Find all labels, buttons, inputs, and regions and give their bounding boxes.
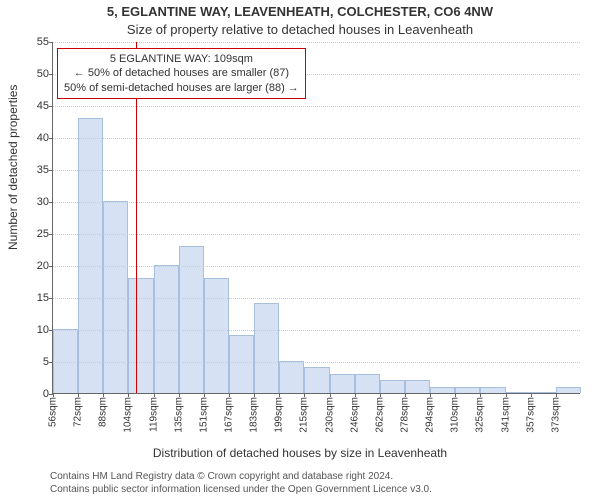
histogram-bar xyxy=(430,387,455,393)
histogram-bar xyxy=(330,374,355,393)
gridline xyxy=(53,106,580,107)
y-tick-mark xyxy=(49,106,53,107)
x-tick-label: 183sqm xyxy=(249,397,260,433)
gridline xyxy=(53,42,580,43)
x-tick-label: 88sqm xyxy=(98,397,109,427)
histogram-bar xyxy=(380,380,405,393)
y-tick-mark xyxy=(49,362,53,363)
y-tick-mark xyxy=(49,234,53,235)
x-tick-label: 56sqm xyxy=(48,397,59,427)
x-tick-label: 199sqm xyxy=(274,397,285,433)
x-tick-label: 246sqm xyxy=(349,397,360,433)
gridline xyxy=(53,170,580,171)
histogram-bar xyxy=(204,278,229,393)
x-tick-label: 310sqm xyxy=(450,397,461,433)
histogram-bar xyxy=(355,374,380,393)
histogram-bar xyxy=(455,387,480,393)
x-tick-label: 341sqm xyxy=(500,397,511,433)
footer-line-1: Contains HM Land Registry data © Crown c… xyxy=(50,471,590,484)
y-tick-label: 45 xyxy=(37,100,49,112)
x-tick-label: 104sqm xyxy=(123,397,134,433)
chart-footer: Contains HM Land Registry data © Crown c… xyxy=(50,471,590,496)
x-tick-label: 262sqm xyxy=(374,397,385,433)
gridline xyxy=(53,202,580,203)
x-tick-label: 119sqm xyxy=(148,397,159,432)
annotation-line: 50% of semi-detached houses are larger (… xyxy=(64,81,299,95)
gridline xyxy=(53,362,580,363)
y-axis-label: Number of detached properties xyxy=(6,85,20,250)
y-tick-mark xyxy=(49,42,53,43)
x-tick-label: 357sqm xyxy=(525,397,536,433)
y-tick-label: 30 xyxy=(37,196,49,208)
gridline xyxy=(53,298,580,299)
histogram-bar xyxy=(229,335,254,393)
x-tick-label: 278sqm xyxy=(400,397,411,433)
y-tick-mark xyxy=(49,266,53,267)
y-tick-label: 20 xyxy=(37,260,49,272)
annotation-box: 5 EGLANTINE WAY: 109sqm← 50% of detached… xyxy=(57,48,306,99)
x-axis-label: Distribution of detached houses by size … xyxy=(0,446,600,460)
histogram-bar xyxy=(103,201,128,393)
histogram-bar xyxy=(78,118,103,393)
y-tick-label: 40 xyxy=(37,132,49,144)
y-tick-label: 25 xyxy=(37,228,49,240)
histogram-bar xyxy=(154,265,179,393)
x-tick-label: 294sqm xyxy=(425,397,436,433)
y-tick-mark xyxy=(49,170,53,171)
gridline xyxy=(53,234,580,235)
histogram-bar xyxy=(506,392,531,393)
histogram-bar xyxy=(556,387,581,393)
y-tick-mark xyxy=(49,138,53,139)
histogram-bar xyxy=(128,278,153,393)
y-tick-mark xyxy=(49,202,53,203)
gridline xyxy=(53,330,580,331)
histogram-bar xyxy=(480,387,505,393)
histogram-bar xyxy=(405,380,430,393)
y-tick-mark xyxy=(49,298,53,299)
chart-title-main: 5, EGLANTINE WAY, LEAVENHEATH, COLCHESTE… xyxy=(0,4,600,19)
x-tick-label: 72sqm xyxy=(73,397,84,427)
x-tick-label: 325sqm xyxy=(475,397,486,433)
y-tick-label: 50 xyxy=(37,68,49,80)
gridline xyxy=(53,266,580,267)
annotation-line: 5 EGLANTINE WAY: 109sqm xyxy=(64,52,299,66)
y-tick-mark xyxy=(49,330,53,331)
histogram-bar xyxy=(279,361,304,393)
y-tick-label: 55 xyxy=(37,36,49,48)
x-tick-label: 230sqm xyxy=(324,397,335,433)
footer-line-2: Contains public sector information licen… xyxy=(50,484,590,497)
histogram-bar xyxy=(179,246,204,393)
gridline xyxy=(53,138,580,139)
y-tick-label: 10 xyxy=(37,324,49,336)
histogram-bar xyxy=(304,367,329,393)
chart-title-sub: Size of property relative to detached ho… xyxy=(0,22,600,37)
histogram-bar xyxy=(53,329,78,393)
x-tick-label: 215sqm xyxy=(299,397,310,433)
y-tick-label: 35 xyxy=(37,164,49,176)
y-tick-mark xyxy=(49,74,53,75)
annotation-line: ← 50% of detached houses are smaller (87… xyxy=(64,66,299,80)
y-tick-label: 15 xyxy=(37,292,49,304)
histogram-bar xyxy=(254,303,279,393)
x-tick-label: 135sqm xyxy=(173,397,184,433)
histogram-bar xyxy=(531,392,556,393)
plot-area: 051015202530354045505556sqm72sqm88sqm104… xyxy=(52,42,580,394)
chart-container: 5, EGLANTINE WAY, LEAVENHEATH, COLCHESTE… xyxy=(0,0,600,500)
x-tick-label: 151sqm xyxy=(198,397,209,433)
x-tick-label: 167sqm xyxy=(224,397,235,433)
x-tick-label: 373sqm xyxy=(550,397,561,433)
